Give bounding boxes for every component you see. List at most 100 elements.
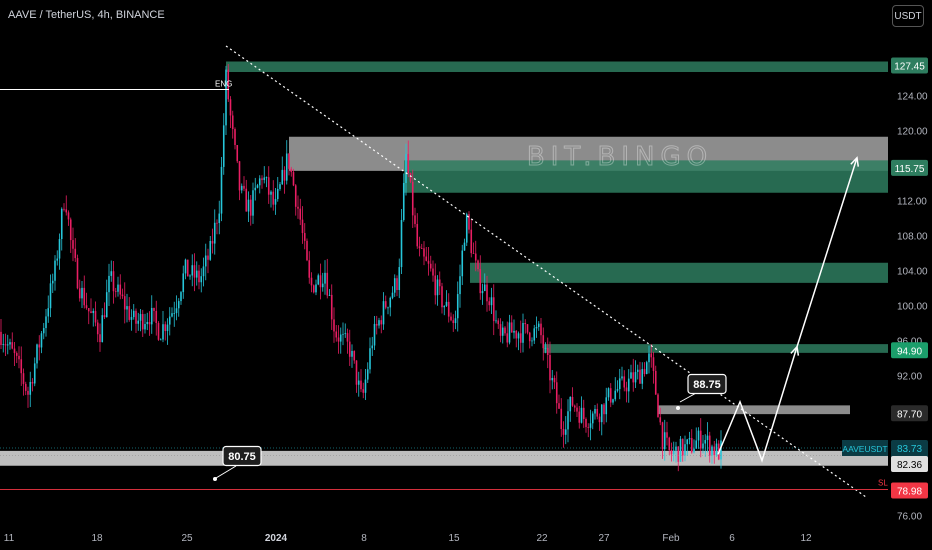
candle — [40, 330, 43, 354]
candle — [668, 436, 671, 456]
candle — [409, 172, 412, 184]
candle — [481, 283, 484, 305]
candle — [164, 321, 167, 341]
candle — [382, 292, 385, 330]
candle — [45, 308, 47, 337]
candle — [360, 369, 362, 393]
price-tag-text: 94.90 — [897, 346, 922, 357]
candle — [625, 381, 628, 403]
currency-button[interactable]: USDT — [892, 5, 924, 27]
candle — [654, 365, 657, 395]
candle — [265, 176, 268, 188]
candle — [591, 411, 594, 430]
candle — [182, 265, 185, 299]
projection-arrowhead — [850, 156, 860, 167]
candle — [353, 350, 356, 364]
candle — [276, 176, 279, 202]
candle — [663, 419, 666, 461]
time-tick-label: 6 — [729, 533, 735, 544]
candle — [429, 255, 432, 272]
level-115-75: 115.75 — [891, 159, 928, 176]
candle — [337, 325, 340, 354]
candle — [254, 177, 257, 201]
candle — [666, 421, 668, 446]
candle — [553, 375, 556, 390]
candle — [411, 169, 414, 228]
candle — [108, 263, 110, 307]
candle — [425, 246, 428, 262]
candle — [202, 257, 205, 287]
candle — [571, 387, 574, 407]
candle — [308, 251, 311, 284]
price-tag-text: 82.36 — [897, 460, 922, 471]
candle — [704, 434, 707, 458]
candle — [272, 180, 275, 211]
callout-leader — [215, 465, 237, 479]
candle — [643, 362, 646, 377]
level-87-70: 87.70 — [891, 405, 928, 422]
candle — [83, 275, 86, 309]
candle — [9, 338, 11, 350]
candle — [456, 281, 459, 332]
candle — [537, 321, 540, 331]
candle — [364, 369, 367, 401]
candle — [612, 398, 614, 405]
time-tick-label: 2024 — [265, 533, 288, 544]
candle — [238, 160, 241, 201]
candle — [479, 255, 482, 300]
candle — [636, 364, 639, 380]
candle — [675, 441, 677, 463]
candle — [542, 327, 545, 361]
callout-dot — [676, 406, 680, 410]
candle — [157, 321, 160, 341]
candle — [582, 399, 585, 428]
level-94-90: 94.90 — [891, 342, 928, 359]
candle — [267, 166, 270, 204]
candle — [634, 360, 637, 389]
candle — [243, 176, 245, 192]
time-tick-label: 11 — [4, 533, 15, 544]
candle — [398, 258, 401, 299]
candle — [560, 398, 563, 437]
candle — [137, 312, 140, 331]
candle — [90, 298, 92, 314]
candle — [319, 263, 322, 300]
price-tag-text: 115.75 — [895, 164, 925, 175]
candle — [222, 113, 225, 175]
candle — [175, 295, 178, 321]
candle — [94, 301, 97, 327]
candle — [695, 427, 698, 449]
candle — [371, 336, 374, 356]
watermark: BIT.BINGO — [527, 142, 713, 172]
candle — [454, 310, 457, 330]
candle — [461, 244, 464, 286]
candle — [661, 421, 664, 459]
candle — [648, 345, 650, 374]
candle — [607, 387, 610, 401]
candle — [555, 371, 558, 414]
sl-label: SL — [878, 478, 888, 487]
candle — [292, 168, 295, 187]
candle — [389, 296, 392, 317]
candle — [639, 361, 641, 384]
candle — [11, 332, 14, 350]
candle — [650, 344, 653, 368]
candle — [186, 259, 189, 277]
candle — [501, 321, 504, 344]
candle — [452, 314, 455, 332]
candle — [497, 318, 500, 329]
candle — [123, 282, 126, 324]
candle — [36, 343, 38, 369]
candle — [299, 198, 302, 226]
time-tick-label: 8 — [361, 533, 367, 544]
level-82-36: 82.36 — [891, 455, 928, 472]
candle — [168, 307, 171, 336]
candle — [326, 258, 329, 299]
candle — [616, 380, 619, 393]
candle — [362, 382, 365, 399]
candle — [270, 190, 272, 208]
candle — [686, 438, 689, 456]
candle — [519, 320, 522, 353]
candle — [303, 223, 306, 250]
